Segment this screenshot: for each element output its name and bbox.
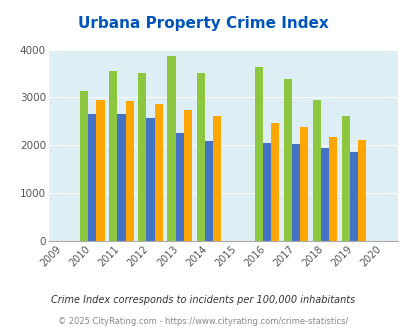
Bar bbox=[138, 73, 146, 241]
Bar bbox=[341, 116, 349, 241]
Bar bbox=[167, 56, 175, 241]
Bar bbox=[271, 123, 279, 241]
Bar bbox=[96, 100, 104, 241]
Bar bbox=[299, 126, 307, 241]
Bar bbox=[291, 144, 299, 241]
Bar bbox=[80, 91, 88, 241]
Bar bbox=[262, 143, 271, 241]
Bar bbox=[175, 133, 183, 241]
Text: © 2025 CityRating.com - https://www.cityrating.com/crime-statistics/: © 2025 CityRating.com - https://www.city… bbox=[58, 317, 347, 326]
Bar bbox=[154, 104, 162, 241]
Bar bbox=[146, 118, 154, 241]
Bar bbox=[358, 140, 366, 241]
Bar bbox=[117, 114, 125, 241]
Bar bbox=[196, 73, 204, 241]
Bar bbox=[320, 148, 328, 241]
Bar bbox=[212, 116, 220, 241]
Bar bbox=[349, 152, 358, 241]
Text: Urbana Property Crime Index: Urbana Property Crime Index bbox=[77, 16, 328, 31]
Bar bbox=[88, 114, 96, 241]
Bar bbox=[312, 100, 320, 241]
Bar bbox=[254, 67, 262, 241]
Text: Crime Index corresponds to incidents per 100,000 inhabitants: Crime Index corresponds to incidents per… bbox=[51, 295, 354, 305]
Bar bbox=[328, 137, 337, 241]
Bar bbox=[125, 101, 133, 241]
Bar bbox=[283, 79, 291, 241]
Bar bbox=[204, 141, 212, 241]
Bar bbox=[109, 71, 117, 241]
Bar bbox=[183, 110, 192, 241]
